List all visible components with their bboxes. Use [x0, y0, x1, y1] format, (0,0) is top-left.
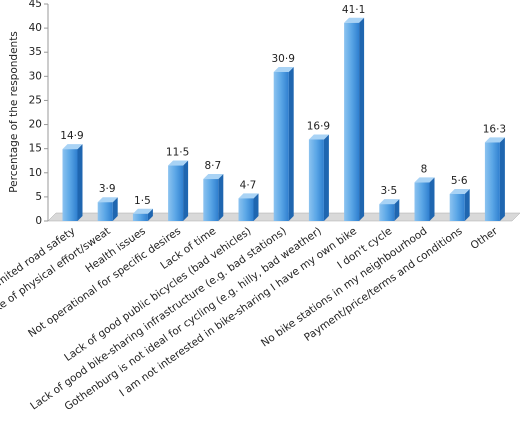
bar-side [253, 193, 259, 221]
bar [484, 142, 500, 221]
y-tick-label: 40 [29, 22, 42, 34]
bar-side [218, 174, 224, 221]
bar [379, 204, 395, 221]
bar-top [484, 137, 505, 143]
bar [203, 179, 219, 221]
bar-side [323, 134, 329, 221]
bar-side [288, 66, 294, 221]
value-label: 30·9 [272, 53, 295, 65]
value-label: 14·9 [60, 130, 83, 142]
bar [238, 198, 254, 221]
x-tick-label: Other [469, 225, 501, 252]
y-tick-label: 45 [29, 0, 42, 10]
bar-top [449, 188, 470, 194]
bar-top [62, 144, 83, 150]
bar-side [464, 188, 470, 221]
y-tick-label: 15 [29, 143, 42, 155]
bar-side [77, 144, 83, 221]
bar-side [429, 177, 435, 221]
y-tick-label: 0 [35, 215, 42, 227]
bar-top [344, 17, 365, 23]
value-label: 1·5 [134, 195, 151, 207]
bar [97, 202, 113, 221]
value-label: 4·7 [240, 179, 257, 191]
bar [273, 71, 289, 221]
bar-top [203, 174, 224, 180]
y-tick-label: 10 [29, 167, 42, 179]
bar-side [112, 197, 118, 221]
bar [62, 149, 78, 221]
bar-top [238, 193, 259, 199]
y-tick-label: 20 [29, 119, 42, 131]
bar [449, 193, 465, 221]
bar-top [414, 177, 435, 183]
value-label: 8 [421, 163, 428, 175]
bar-side [183, 160, 189, 221]
bar [414, 182, 430, 221]
bar-side [147, 208, 153, 221]
value-label: 3·5 [380, 185, 397, 197]
y-tick-label: 5 [35, 191, 42, 203]
y-tick-label: 30 [29, 70, 42, 82]
value-label: 16·9 [307, 121, 330, 133]
bar [344, 22, 360, 221]
bar-side [394, 199, 400, 221]
bar-side [499, 137, 505, 221]
bar [132, 213, 148, 221]
bar-top [97, 197, 118, 203]
bar-side [359, 17, 365, 221]
bar [308, 139, 324, 221]
value-label: 11·5 [166, 147, 189, 159]
y-tick-label: 35 [29, 46, 42, 58]
bar-top [168, 160, 189, 166]
bar-top [273, 66, 294, 72]
value-label: 3·9 [99, 183, 116, 195]
bar-top [379, 199, 400, 205]
bar [168, 165, 184, 221]
y-axis-label: Percentage of the respondents [8, 31, 20, 193]
y-tick-label: 25 [29, 94, 42, 106]
value-label: 16·3 [483, 123, 506, 135]
value-label: 8·7 [204, 160, 221, 172]
value-label: 5·6 [451, 175, 468, 187]
value-label: 41·1 [342, 4, 365, 16]
bar-top [132, 208, 153, 214]
bar-top [308, 134, 329, 140]
